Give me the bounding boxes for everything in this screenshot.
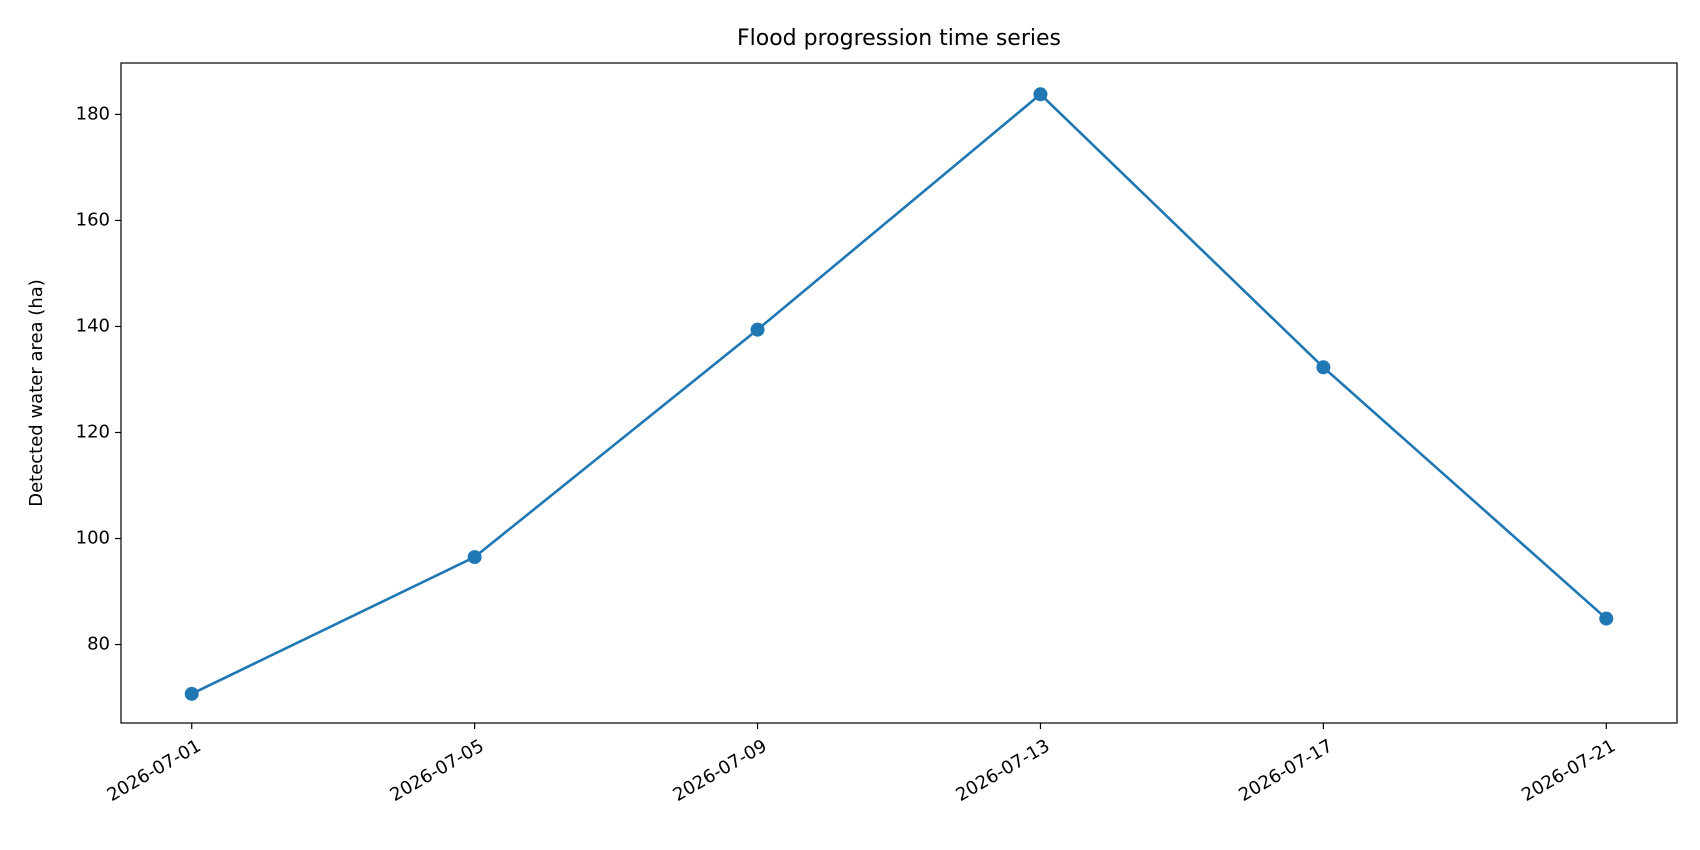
y-tick-label: 140 [76,315,110,336]
data-point [1316,360,1331,375]
y-tick-label: 100 [76,528,110,549]
y-axis-label: Detected water area (ha) [26,279,47,507]
y-tick-label: 160 [76,209,110,230]
series-line [191,92,1608,696]
plot-frame [120,62,1678,724]
data-point [1599,611,1614,626]
y-tick-label: 80 [87,634,110,655]
y-tick-label: 180 [76,103,110,124]
data-point [750,322,765,337]
y-tick-label: 120 [76,421,110,442]
data-point [467,550,482,565]
data-point [1033,87,1048,102]
data-point [184,686,199,701]
chart-title: Flood progression time series [737,26,1061,51]
